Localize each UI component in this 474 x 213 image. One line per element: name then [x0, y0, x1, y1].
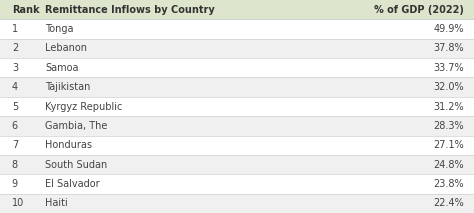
Bar [0, 135, 474, 155]
Bar [0, 174, 474, 194]
Text: Gambia, The: Gambia, The [45, 121, 108, 131]
Bar [0, 97, 474, 116]
Text: Rank: Rank [12, 5, 39, 15]
Text: 10: 10 [12, 198, 24, 208]
Text: 28.3%: 28.3% [433, 121, 464, 131]
Text: 2: 2 [12, 43, 18, 53]
Text: 37.8%: 37.8% [433, 43, 464, 53]
Text: Honduras: Honduras [45, 140, 92, 150]
Bar [0, 58, 474, 78]
Bar [0, 155, 474, 174]
Text: 4: 4 [12, 82, 18, 92]
Text: 9: 9 [12, 179, 18, 189]
Text: 31.2%: 31.2% [433, 102, 464, 111]
Text: Remittance Inflows by Country: Remittance Inflows by Country [45, 5, 215, 15]
Text: 7: 7 [12, 140, 18, 150]
Text: El Salvador: El Salvador [45, 179, 100, 189]
Bar [0, 78, 474, 97]
Bar [0, 116, 474, 135]
Bar [0, 39, 474, 58]
Text: 23.8%: 23.8% [433, 179, 464, 189]
Text: Tajikistan: Tajikistan [45, 82, 91, 92]
Text: 24.8%: 24.8% [433, 160, 464, 170]
Text: 32.0%: 32.0% [433, 82, 464, 92]
Bar [0, 19, 474, 39]
Text: 3: 3 [12, 63, 18, 73]
Text: Haiti: Haiti [45, 198, 68, 208]
Text: % of GDP (2022): % of GDP (2022) [374, 5, 464, 15]
Text: Kyrgyz Republic: Kyrgyz Republic [45, 102, 122, 111]
Text: 49.9%: 49.9% [433, 24, 464, 34]
Text: 27.1%: 27.1% [433, 140, 464, 150]
Text: 33.7%: 33.7% [433, 63, 464, 73]
Text: 5: 5 [12, 102, 18, 111]
Bar [0, 0, 474, 19]
Text: Tonga: Tonga [45, 24, 73, 34]
Bar [0, 194, 474, 213]
Text: Lebanon: Lebanon [45, 43, 87, 53]
Text: 1: 1 [12, 24, 18, 34]
Text: 8: 8 [12, 160, 18, 170]
Text: Samoa: Samoa [45, 63, 79, 73]
Text: 22.4%: 22.4% [433, 198, 464, 208]
Text: South Sudan: South Sudan [45, 160, 107, 170]
Text: 6: 6 [12, 121, 18, 131]
